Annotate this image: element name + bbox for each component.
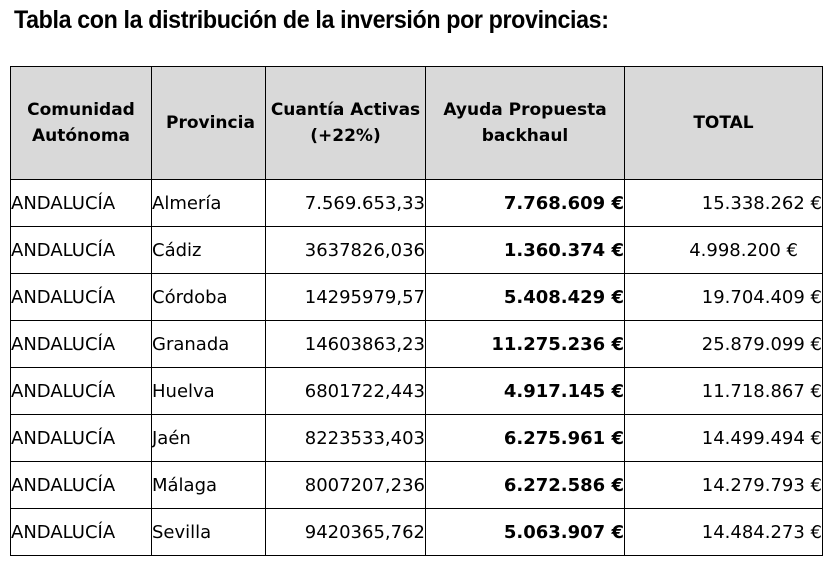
cell-comunidad: ANDALUCÍA xyxy=(10,320,152,368)
cell-ayuda: 5.408.429 € xyxy=(425,273,625,321)
table-row: ANDALUCÍA Córdoba 14295979,57 5.408.429 … xyxy=(10,273,823,321)
cell-cuantia: 8223533,403 xyxy=(265,414,426,462)
cell-cuantia: 9420365,762 xyxy=(265,508,426,556)
header-comunidad-line1: Comunidad xyxy=(27,100,135,120)
cell-provincia: Sevilla xyxy=(151,508,266,556)
header-total: TOTAL xyxy=(624,66,823,180)
investment-table: Comunidad Autónoma Provincia Cuantía Act… xyxy=(10,66,823,556)
header-cuantia-line2: (+22%) xyxy=(310,126,381,146)
table-row: ANDALUCÍA Granada 14603863,23 11.275.236… xyxy=(10,320,823,368)
header-ayuda-line1: Ayuda Propuesta xyxy=(443,100,607,120)
table-row: ANDALUCÍA Málaga 8007207,236 6.272.586 €… xyxy=(10,461,823,509)
cell-ayuda: 7.768.609 € xyxy=(425,179,625,227)
cell-cuantia: 7.569.653,33 xyxy=(265,179,426,227)
cell-provincia: Córdoba xyxy=(151,273,266,321)
cell-comunidad: ANDALUCÍA xyxy=(10,367,152,415)
cell-ayuda: 6.272.586 € xyxy=(425,461,625,509)
cell-comunidad: ANDALUCÍA xyxy=(10,226,152,274)
cell-total: 14.279.793 € xyxy=(624,461,823,509)
cell-provincia: Huelva xyxy=(151,367,266,415)
header-ayuda: Ayuda Propuesta backhaul xyxy=(425,66,625,180)
cell-total: 19.704.409 € xyxy=(624,273,823,321)
table-row: ANDALUCÍA Almería 7.569.653,33 7.768.609… xyxy=(10,179,823,227)
cell-cuantia: 14603863,23 xyxy=(265,320,426,368)
cell-provincia: Almería xyxy=(151,179,266,227)
cell-total: 11.718.867 € xyxy=(624,367,823,415)
header-cuantia: Cuantía Activas (+22%) xyxy=(265,66,426,180)
cell-ayuda: 11.275.236 € xyxy=(425,320,625,368)
header-cuantia-line1: Cuantía Activas xyxy=(270,100,421,120)
table-row: ANDALUCÍA Huelva 6801722,443 4.917.145 €… xyxy=(10,367,823,415)
cell-total: 14.499.494 € xyxy=(624,414,823,462)
cell-cuantia: 8007207,236 xyxy=(265,461,426,509)
cell-comunidad: ANDALUCÍA xyxy=(10,414,152,462)
cell-provincia: Granada xyxy=(151,320,266,368)
header-row: Comunidad Autónoma Provincia Cuantía Act… xyxy=(10,66,823,180)
cell-ayuda: 1.360.374 € xyxy=(425,226,625,274)
cell-cuantia: 3637826,036 xyxy=(265,226,426,274)
table-row: ANDALUCÍA Sevilla 9420365,762 5.063.907 … xyxy=(10,508,823,556)
cell-ayuda: 4.917.145 € xyxy=(425,367,625,415)
cell-cuantia: 6801722,443 xyxy=(265,367,426,415)
cell-ayuda: 5.063.907 € xyxy=(425,508,625,556)
cell-provincia: Málaga xyxy=(151,461,266,509)
table-row: ANDALUCÍA Jaén 8223533,403 6.275.961 € 1… xyxy=(10,414,823,462)
cell-comunidad: ANDALUCÍA xyxy=(10,461,152,509)
cell-cuantia: 14295979,57 xyxy=(265,273,426,321)
cell-total: 14.484.273 € xyxy=(624,508,823,556)
cell-total: 4.998.200 € xyxy=(624,226,823,274)
table-row: ANDALUCÍA Cádiz 3637826,036 1.360.374 € … xyxy=(10,226,823,274)
cell-total: 25.879.099 € xyxy=(624,320,823,368)
cell-comunidad: ANDALUCÍA xyxy=(10,273,152,321)
cell-total: 15.338.262 € xyxy=(624,179,823,227)
cell-comunidad: ANDALUCÍA xyxy=(10,179,152,227)
cell-provincia: Cádiz xyxy=(151,226,266,274)
cell-ayuda: 6.275.961 € xyxy=(425,414,625,462)
header-comunidad-line2: Autónoma xyxy=(31,126,131,146)
header-comunidad: Comunidad Autónoma xyxy=(10,66,152,180)
header-provincia: Provincia xyxy=(151,66,266,180)
page-title: Tabla con la distribución de la inversió… xyxy=(14,6,609,34)
header-ayuda-line2: backhaul xyxy=(481,126,569,146)
cell-comunidad: ANDALUCÍA xyxy=(10,508,152,556)
cell-provincia: Jaén xyxy=(151,414,266,462)
